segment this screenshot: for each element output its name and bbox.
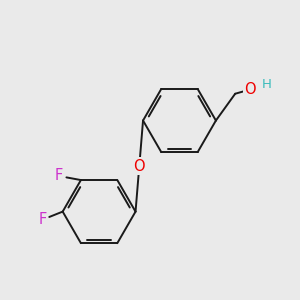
Text: F: F: [38, 212, 46, 227]
Text: F: F: [54, 168, 62, 183]
Text: O: O: [134, 159, 145, 174]
Text: O: O: [244, 82, 256, 97]
Text: H: H: [261, 78, 271, 91]
